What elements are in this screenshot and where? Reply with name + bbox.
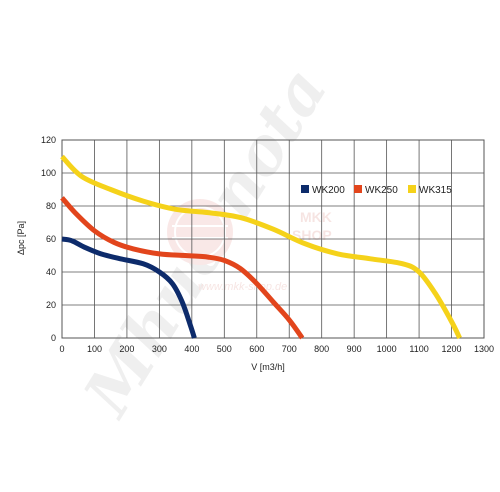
legend-swatch-wk315 <box>408 185 416 193</box>
x-tick-label: 600 <box>249 344 264 354</box>
x-tick-label: 800 <box>314 344 329 354</box>
x-tick-label: 100 <box>87 344 102 354</box>
y-tick-label: 60 <box>46 234 56 244</box>
legend-label-wk250: WK250 <box>365 185 398 196</box>
x-tick-label: 1200 <box>442 344 462 354</box>
x-tick-label: 0 <box>59 344 64 354</box>
x-tick-label: 1100 <box>409 344 428 354</box>
x-tick-label: 400 <box>184 344 199 354</box>
watermark-stamp-top: MKK <box>300 209 332 225</box>
series-line-wk315 <box>60 154 462 340</box>
y-tick-label: 80 <box>46 201 56 211</box>
series-line-wk250 <box>60 196 305 340</box>
legend: WK200 WK250 WK315 <box>301 185 452 196</box>
x-tick-label: 200 <box>119 344 134 354</box>
x-tick-label: 500 <box>217 344 232 354</box>
x-tick-label: 300 <box>152 344 167 354</box>
x-tick-label: 700 <box>282 344 297 354</box>
x-axis-label: V [m3/h] <box>251 362 285 372</box>
legend-label-wk315: WK315 <box>419 185 452 196</box>
x-tick-label: 1300 <box>474 344 494 354</box>
y-tick-label: 0 <box>51 333 56 343</box>
legend-swatch-wk200 <box>301 185 309 193</box>
x-tick-label: 1000 <box>377 344 397 354</box>
y-tick-label: 40 <box>46 267 56 277</box>
legend-label-wk200: WK200 <box>312 185 345 196</box>
legend-swatch-wk250 <box>354 185 362 193</box>
y-tick-label: 120 <box>41 135 56 145</box>
y-tick-label: 100 <box>41 168 56 178</box>
series-group <box>60 154 462 340</box>
y-tick-label: 20 <box>46 300 56 310</box>
y-axis-label: Δpc [Pa] <box>16 221 26 255</box>
series-line-wk200 <box>61 236 197 339</box>
watermark-url: www.mkk-shop.de <box>198 281 287 293</box>
x-tick-label: 900 <box>347 344 362 354</box>
tick-labels: 0 100 200 300 400 500 600 700 800 900 1000 1100 1200… <box>41 135 494 354</box>
